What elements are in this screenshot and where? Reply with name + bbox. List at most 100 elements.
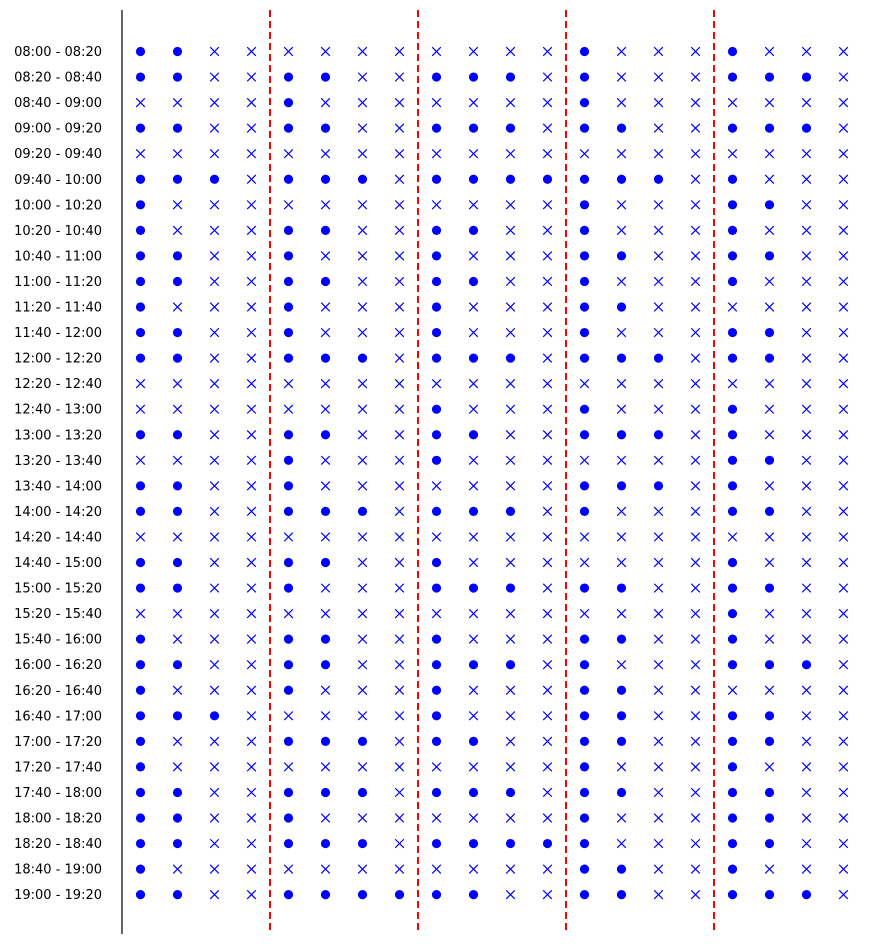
available-marker	[505, 123, 516, 133]
available-marker	[468, 736, 479, 746]
available-marker	[579, 787, 590, 798]
available-marker	[468, 890, 479, 900]
unavailable-marker	[283, 608, 294, 619]
unavailable-marker	[468, 532, 479, 542]
available-marker	[579, 506, 590, 516]
available-marker	[209, 711, 220, 721]
unavailable-marker	[320, 455, 331, 466]
unavailable-marker	[801, 225, 812, 236]
unavailable-marker	[468, 762, 479, 772]
available-marker	[172, 46, 183, 57]
unavailable-marker	[727, 532, 738, 542]
unavailable-marker	[505, 97, 516, 108]
available-marker	[468, 660, 479, 670]
unavailable-marker	[209, 225, 220, 236]
unavailable-marker	[209, 634, 220, 644]
available-marker	[283, 174, 294, 184]
unavailable-marker	[209, 889, 220, 900]
unavailable-marker	[838, 583, 849, 593]
unavailable-marker	[764, 276, 775, 287]
unavailable-marker	[764, 685, 775, 695]
unavailable-marker	[357, 225, 368, 236]
available-marker	[209, 174, 220, 184]
y-tick-label: 08:00 - 08:20	[14, 45, 102, 60]
unavailable-marker	[690, 200, 701, 210]
unavailable-marker	[690, 353, 701, 363]
unavailable-marker	[209, 685, 220, 695]
available-marker	[727, 251, 738, 261]
unavailable-marker	[542, 302, 553, 312]
unavailable-marker	[431, 864, 442, 874]
unavailable-marker	[764, 557, 775, 568]
available-marker	[320, 72, 331, 82]
unavailable-marker	[690, 72, 701, 82]
unavailable-marker	[246, 276, 257, 287]
available-marker	[431, 890, 442, 900]
unavailable-marker	[394, 762, 405, 772]
unavailable-marker	[690, 685, 701, 695]
available-marker	[579, 72, 590, 82]
available-marker	[431, 506, 442, 516]
unavailable-marker	[542, 659, 553, 670]
unavailable-marker	[246, 353, 257, 363]
unavailable-marker	[320, 481, 331, 491]
y-tick-label: 14:00 - 14:20	[14, 505, 102, 520]
unavailable-marker	[357, 685, 368, 695]
unavailable-marker	[542, 532, 553, 542]
unavailable-marker	[801, 46, 812, 57]
unavailable-marker	[431, 46, 442, 57]
available-marker	[357, 353, 368, 363]
unavailable-marker	[838, 813, 849, 823]
y-tick-label: 11:20 - 11:40	[14, 301, 102, 316]
unavailable-marker	[690, 378, 701, 389]
available-marker	[357, 506, 368, 516]
available-marker	[431, 404, 442, 414]
available-marker	[727, 838, 738, 849]
unavailable-marker	[468, 97, 479, 108]
unavailable-marker	[653, 532, 664, 542]
unavailable-marker	[764, 148, 775, 159]
available-marker	[468, 174, 479, 184]
unavailable-marker	[690, 404, 701, 414]
unavailable-marker	[838, 787, 849, 798]
available-marker	[579, 404, 590, 414]
unavailable-marker	[431, 200, 442, 210]
unavailable-marker	[838, 455, 849, 466]
unavailable-marker	[246, 200, 257, 210]
available-marker	[579, 174, 590, 184]
unavailable-marker	[209, 813, 220, 823]
unavailable-marker	[468, 327, 479, 338]
unavailable-marker	[542, 864, 553, 874]
available-marker	[468, 353, 479, 363]
unavailable-marker	[246, 889, 257, 900]
unavailable-marker	[542, 889, 553, 900]
available-marker	[727, 430, 738, 440]
unavailable-marker	[320, 200, 331, 210]
available-marker	[616, 353, 627, 363]
unavailable-marker	[357, 327, 368, 338]
unavailable-marker	[653, 838, 664, 849]
y-tick-label: 18:20 - 18:40	[14, 837, 102, 852]
unavailable-marker	[838, 251, 849, 261]
available-marker	[764, 506, 775, 516]
available-marker	[764, 736, 775, 746]
unavailable-marker	[135, 148, 146, 159]
unavailable-marker	[357, 251, 368, 261]
available-marker	[283, 98, 294, 108]
unavailable-marker	[616, 327, 627, 338]
unavailable-marker	[653, 123, 664, 133]
unavailable-marker	[320, 148, 331, 159]
unavailable-marker	[542, 251, 553, 261]
available-marker	[431, 276, 442, 287]
available-marker	[283, 276, 294, 287]
unavailable-marker	[468, 557, 479, 568]
unavailable-marker	[135, 608, 146, 619]
available-marker	[727, 72, 738, 82]
available-marker	[172, 174, 183, 184]
available-marker	[727, 634, 738, 644]
available-marker	[283, 225, 294, 235]
available-marker	[172, 711, 183, 721]
available-marker	[431, 787, 442, 798]
y-tick-label: 14:40 - 15:00	[14, 556, 102, 571]
